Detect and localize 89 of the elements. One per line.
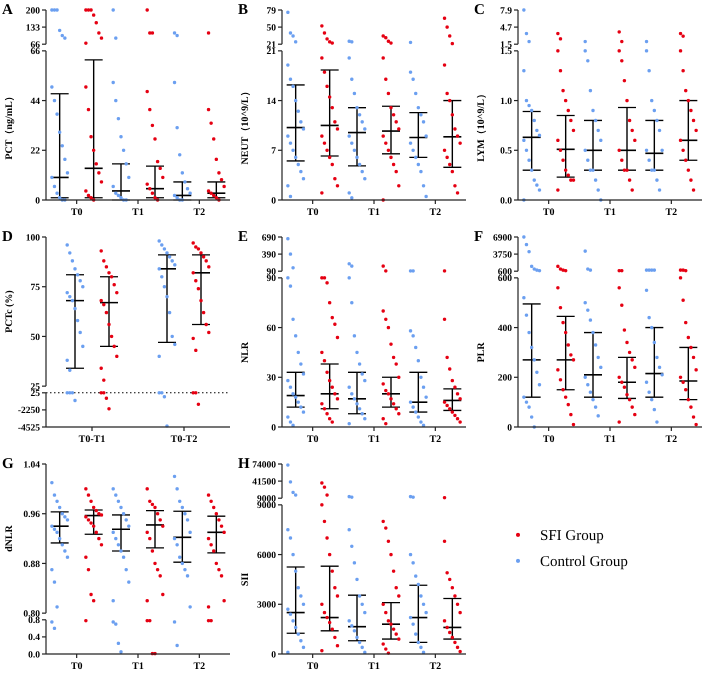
x-tick-label: T2 (429, 434, 442, 445)
y-tick-label: 7.9 (500, 6, 512, 16)
x-tick-label: T2 (193, 661, 206, 672)
x-tick-label: T1 (368, 207, 380, 218)
y-tick-label: 0.88 (23, 560, 40, 570)
y-tick-label: 200 (498, 374, 512, 384)
chart-title: G (2, 456, 14, 472)
chart-title: B (238, 2, 248, 18)
chart-title: F (474, 229, 484, 245)
y-tick-label: 0.5 (500, 146, 512, 157)
y-tick-label: 1.0 (500, 96, 512, 107)
y-tick-label: 0.4 (28, 633, 40, 644)
y-tick-label: 0.0 (500, 196, 512, 206)
legend-label: Control Group (540, 554, 628, 570)
y-tick-label: 0 (271, 423, 276, 434)
x-tick-label: T1 (368, 434, 380, 445)
y-tick-label: 22 (30, 146, 40, 157)
y-axis-title: LYM（10^9/L） (476, 89, 487, 162)
x-tick-label: T0 (306, 661, 319, 672)
y-tick-label: 3750 (493, 250, 512, 260)
x-tick-label: T0 (542, 434, 555, 445)
chart-title: D (2, 229, 13, 245)
legend-label: SFI Group (540, 528, 604, 544)
x-tick-label: T1 (368, 661, 380, 672)
y-tick-label: 0 (271, 650, 276, 660)
y-tick-label: 79 (266, 6, 276, 16)
y-tick-label: 30 (266, 374, 276, 384)
x-tick-label: T1 (132, 207, 144, 218)
x-tick-label: T0 (70, 207, 83, 218)
chart-title: E (238, 229, 248, 245)
x-tick-label: T2 (193, 207, 206, 218)
y-tick-label: 390 (262, 250, 276, 260)
y-tick-label: 3000 (257, 600, 276, 611)
y-tick-label: -2250 (18, 406, 40, 416)
y-tick-label: 0.8 (28, 616, 40, 626)
y-tick-label: 60 (266, 324, 276, 334)
y-axis-title: SII (240, 572, 251, 586)
x-tick-label: T1 (604, 207, 616, 218)
y-tick-label: 14 (266, 96, 276, 107)
chart-title: A (2, 2, 13, 18)
y-tick-label: 0.96 (23, 510, 40, 520)
x-tick-label: T1 (132, 661, 144, 672)
y-tick-label: 90 (266, 274, 276, 284)
y-axis-title: PCTc (%) (4, 290, 15, 333)
y-tick-label: 0.0 (28, 650, 40, 660)
y-tick-label: 100 (26, 233, 40, 244)
y-tick-label: 21 (266, 47, 276, 58)
y-tick-label: 50 (266, 23, 276, 34)
chart-title: H (238, 456, 250, 472)
y-tick-label: 74000 (252, 460, 276, 470)
y-tick-label: 200 (26, 6, 40, 16)
y-tick-label: 400 (498, 324, 512, 334)
y-tick-label: 9000 (257, 501, 276, 512)
y-tick-label: 600 (498, 274, 512, 284)
x-tick-label: T0 (542, 207, 555, 218)
y-tick-label: 0 (507, 423, 512, 434)
y-tick-label: 44 (30, 96, 40, 107)
y-tick-label: 50 (30, 332, 40, 343)
x-tick-label: T2 (429, 207, 442, 218)
y-tick-label: 6900 (493, 233, 512, 244)
y-tick-label: 6000 (257, 550, 276, 561)
y-tick-label: 133 (26, 23, 40, 34)
y-tick-label: 1.04 (23, 460, 40, 470)
x-tick-label: T1 (604, 434, 616, 445)
y-tick-label: 1.5 (500, 47, 512, 58)
y-tick-label: 25 (30, 389, 40, 400)
x-tick-label: T0-T2 (170, 434, 198, 445)
x-tick-label: T0 (306, 434, 319, 445)
y-axis-title: PCT（ng/mL） (4, 91, 15, 160)
y-axis-title: NLR (240, 341, 251, 363)
y-axis-title: NEUT（10^9/L） (240, 86, 251, 164)
y-tick-label: 0 (35, 196, 40, 206)
x-tick-label: T2 (429, 661, 442, 672)
y-tick-label: 41500 (252, 477, 276, 488)
y-tick-label: 66 (30, 47, 40, 58)
y-tick-label: 7 (271, 146, 276, 157)
y-tick-label: -4525 (18, 423, 40, 434)
y-tick-label: 75 (30, 283, 40, 294)
x-tick-label: T2 (665, 434, 678, 445)
x-tick-label: T0 (70, 661, 83, 672)
chart-title: C (474, 2, 485, 18)
x-tick-label: T0-T1 (78, 434, 106, 445)
x-tick-label: T2 (665, 207, 678, 218)
y-axis-title: PLR (476, 342, 487, 362)
y-tick-label: 4.7 (500, 23, 512, 34)
x-tick-label: T0 (306, 207, 319, 218)
y-tick-label: 690 (262, 233, 276, 244)
y-axis-title: dNLR (4, 524, 15, 552)
y-tick-label: 0 (271, 196, 276, 206)
